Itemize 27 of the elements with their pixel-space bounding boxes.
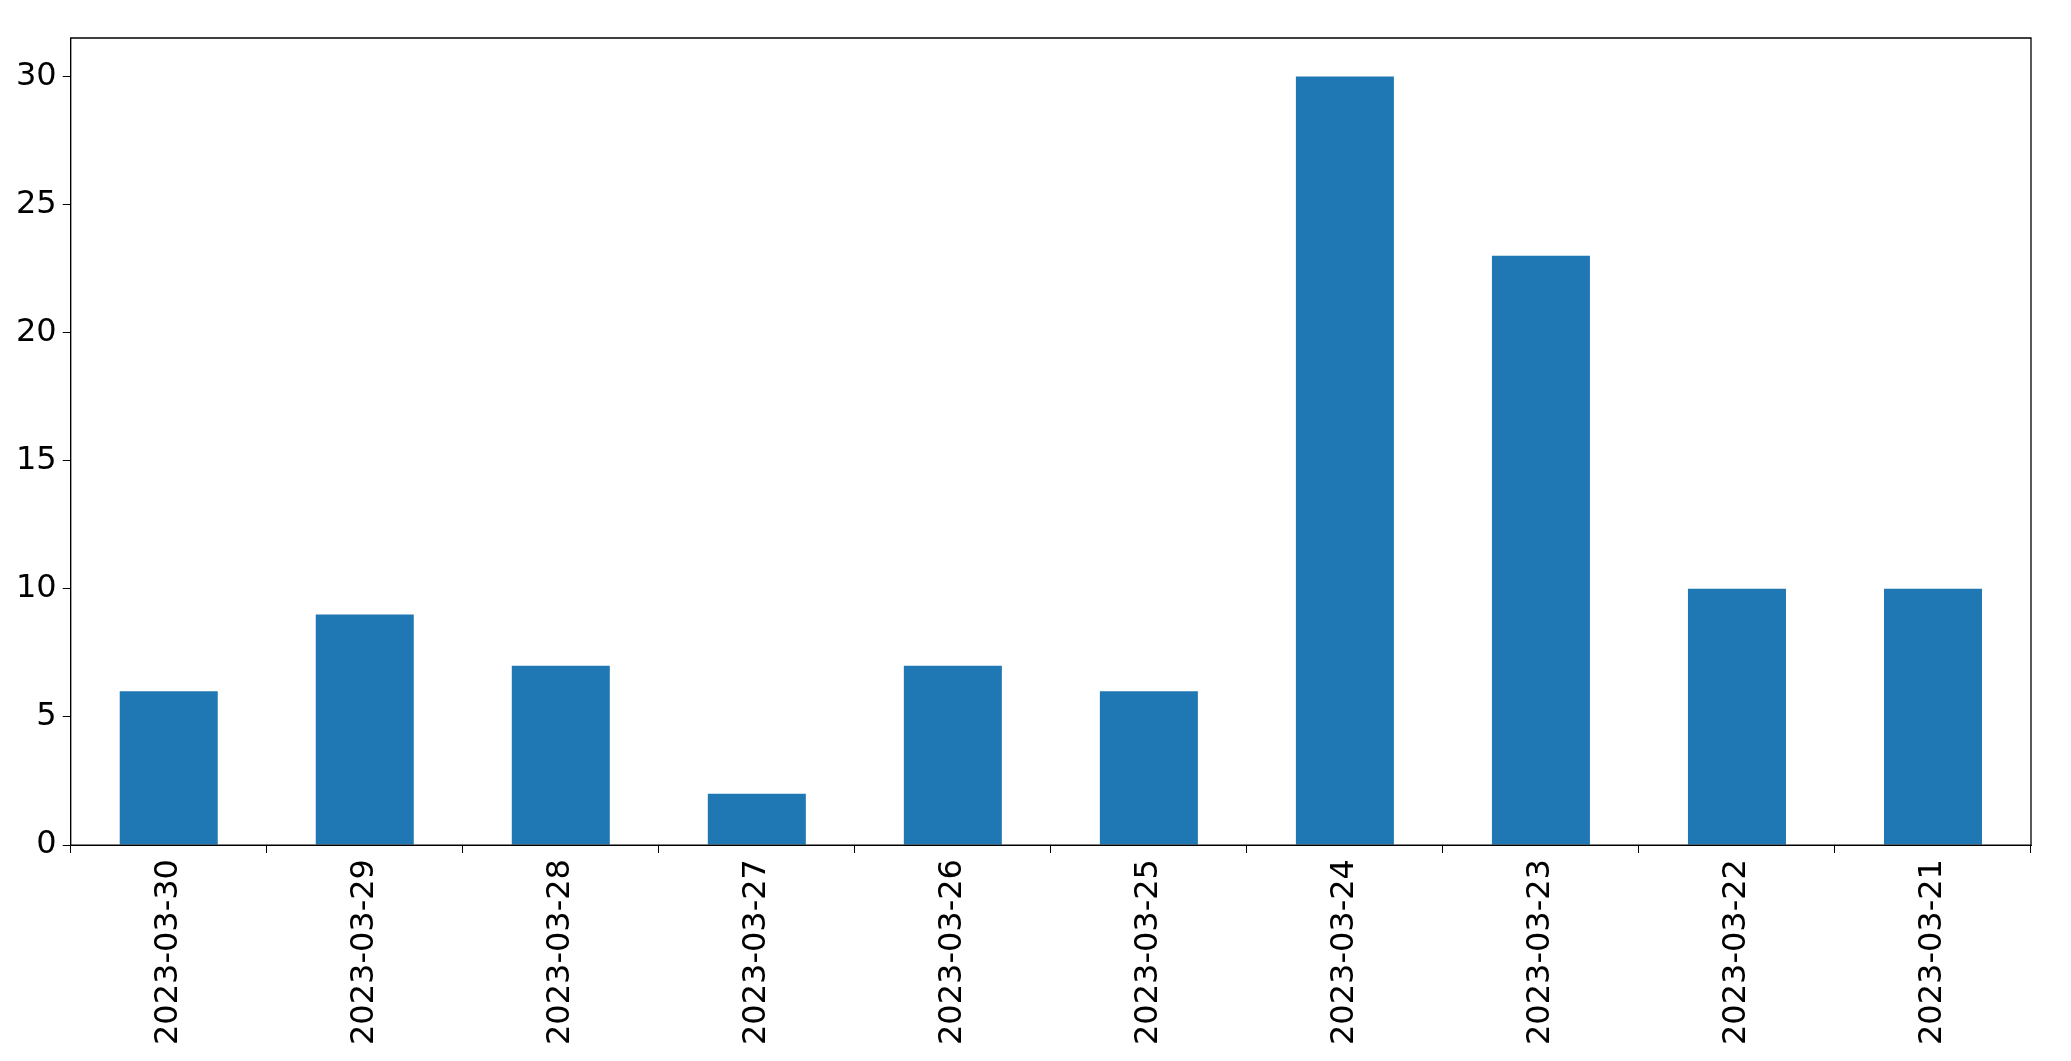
y-tick-label: 30 xyxy=(16,54,57,93)
y-tick-label: 0 xyxy=(36,823,57,862)
bar xyxy=(903,665,1002,845)
x-tick-label: 2023-03-30 xyxy=(147,859,186,1045)
x-tick-label: 2023-03-27 xyxy=(735,859,774,1045)
bar xyxy=(707,793,806,845)
y-tick-label: 15 xyxy=(16,439,57,478)
x-tick-label: 2023-03-26 xyxy=(931,859,970,1045)
y-tick-label: 5 xyxy=(36,695,57,734)
y-tick-label: 25 xyxy=(16,182,57,221)
bar xyxy=(315,614,414,845)
bar xyxy=(1687,588,1786,845)
x-tick-label: 2023-03-23 xyxy=(1519,859,1558,1045)
bar xyxy=(1883,588,1982,845)
bar xyxy=(1295,76,1394,845)
bar xyxy=(1099,691,1198,845)
bar xyxy=(511,665,610,845)
y-tick-label: 10 xyxy=(16,567,57,606)
x-tick-label: 2023-03-21 xyxy=(1911,859,1950,1045)
x-tick-label: 2023-03-22 xyxy=(1715,859,1754,1045)
x-tick-label: 2023-03-25 xyxy=(1127,859,1166,1045)
x-tick-label: 2023-03-28 xyxy=(539,859,578,1045)
bar xyxy=(1491,255,1590,845)
y-tick-label: 20 xyxy=(16,310,57,349)
x-tick-label: 2023-03-29 xyxy=(343,859,382,1045)
bar xyxy=(119,691,218,845)
x-tick-label: 2023-03-24 xyxy=(1323,859,1362,1045)
